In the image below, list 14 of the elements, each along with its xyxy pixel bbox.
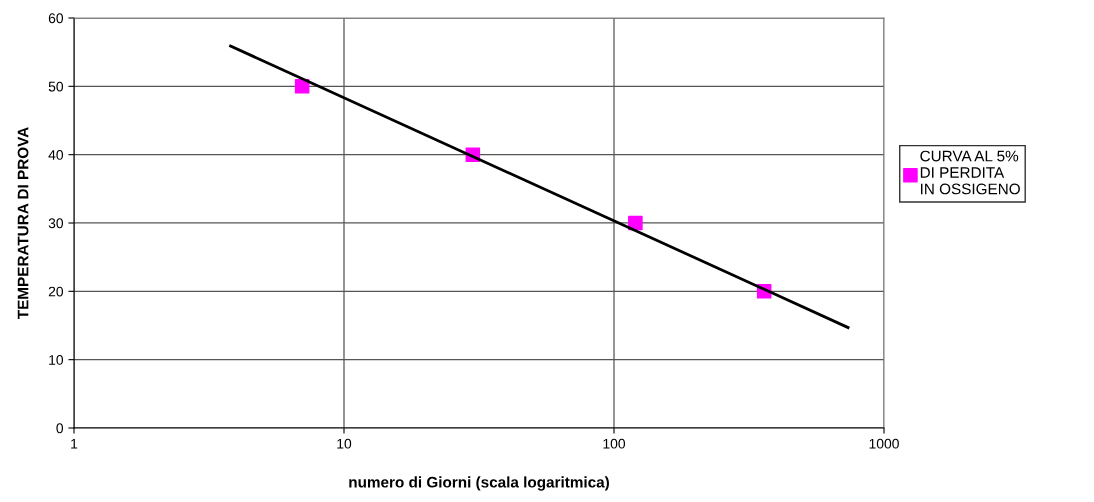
y-tick-label: 50: [48, 81, 64, 92]
x-tick-label: 1: [71, 438, 78, 449]
y-tick-label: 40: [48, 150, 64, 160]
y-tick-label: 0: [56, 423, 64, 434]
x-tick-label: 10: [337, 438, 352, 449]
legend-label: CURVA AL 5% DI PERDITA IN OSSIGENO: [920, 150, 1020, 195]
y-tick-label: 30: [48, 218, 64, 229]
y-tick-label: 10: [49, 355, 64, 365]
y-axis-title: TEMPERATURA DI PROVA: [17, 127, 29, 320]
y-tick-label: 60: [48, 13, 64, 24]
x-tick-label: 1000: [869, 438, 899, 449]
x-tick-label: 100: [603, 438, 626, 449]
x-axis-title: numero di Giorni (scala logaritmica): [349, 476, 609, 491]
y-tick-label: 20: [48, 286, 64, 297]
